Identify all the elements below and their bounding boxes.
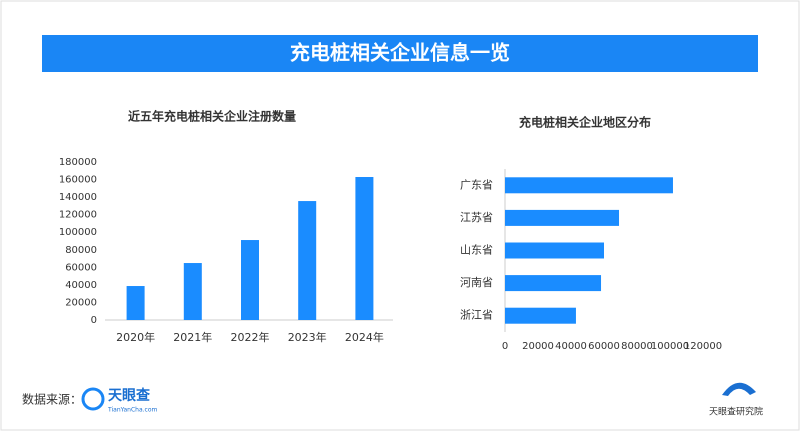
x-tick-label: 2023年: [288, 330, 327, 344]
y-tick-label: 浙江省: [460, 309, 493, 322]
logo-icon: [81, 387, 105, 411]
bar: [241, 240, 259, 320]
y-tick-label: 广东省: [460, 178, 493, 191]
bar: [183, 263, 202, 320]
y-tick-label: 100000: [59, 227, 97, 238]
x-tick-label: 40000: [555, 341, 587, 352]
title-banner: [42, 35, 758, 72]
logo: 天眼查: [108, 387, 151, 404]
bar: [505, 209, 620, 226]
x-tick-label: 2021年: [173, 330, 212, 344]
x-tick-label: 2022年: [231, 330, 270, 344]
bar: [505, 242, 604, 259]
y-tick-label: 江苏省: [460, 211, 493, 224]
bar: [505, 275, 602, 292]
y-tick-label: 0: [91, 315, 97, 326]
chart-title: 近五年充电桩相关企业注册数量: [128, 109, 296, 124]
y-tick-label: 20000: [65, 297, 97, 308]
y-tick-label: 山东省: [460, 244, 493, 257]
x-tick-label: 100000: [651, 341, 689, 352]
page-title: 充电桩相关企业信息一览: [290, 41, 510, 65]
bar: [126, 286, 145, 320]
logo-sub: TianYanCha.com: [107, 407, 157, 414]
y-tick-label: 140000: [59, 192, 97, 203]
x-tick-label: 80000: [621, 341, 653, 352]
x-tick-label: 2020年: [116, 330, 155, 344]
bar: [355, 177, 374, 320]
y-tick-label: 80000: [65, 245, 97, 256]
x-tick-label: 60000: [588, 341, 620, 352]
brand-icon: [722, 382, 756, 396]
brand: 天眼查研究院: [709, 406, 763, 418]
chart-title: 充电桩相关企业地区分布: [519, 115, 651, 130]
y-tick-label: 60000: [65, 262, 97, 273]
x-tick-label: 120000: [684, 341, 722, 352]
y-tick-label: 120000: [59, 210, 97, 221]
source-label: 数据来源：: [22, 392, 82, 407]
bar: [505, 177, 673, 194]
y-tick-label: 180000: [59, 157, 97, 168]
y-tick-label: 河南省: [460, 276, 493, 289]
bar: [298, 201, 317, 320]
x-tick-label: 20000: [522, 341, 554, 352]
bar: [505, 307, 576, 324]
x-tick-label: 0: [502, 341, 508, 352]
y-tick-label: 40000: [65, 280, 97, 291]
x-tick-label: 2024年: [345, 330, 384, 344]
y-tick-label: 160000: [59, 175, 97, 186]
